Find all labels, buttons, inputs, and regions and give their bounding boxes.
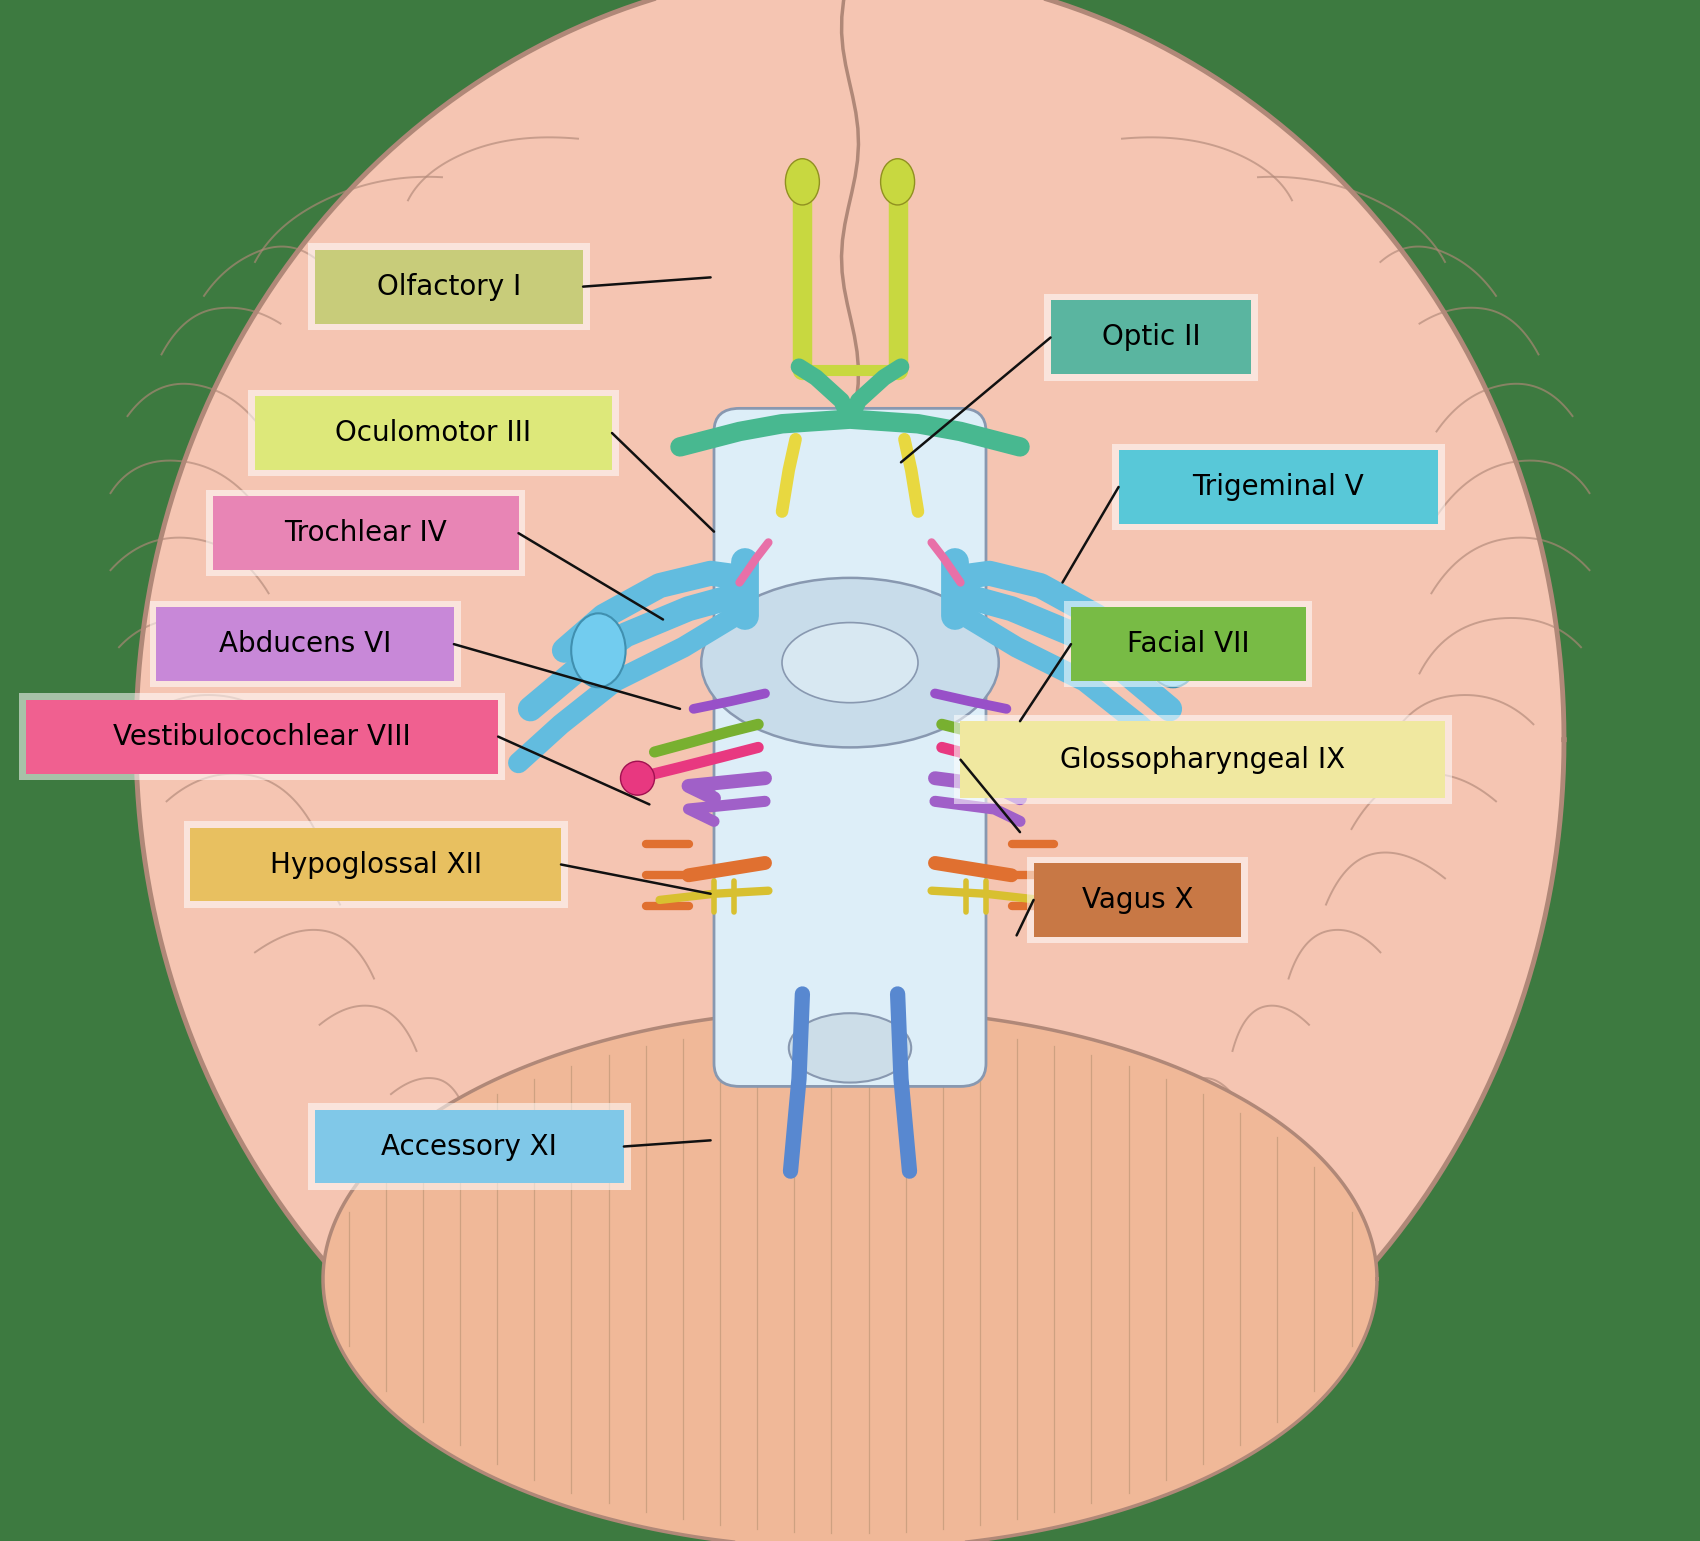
Text: Glossopharyngeal IX: Glossopharyngeal IX — [1061, 746, 1345, 774]
FancyBboxPatch shape — [212, 496, 518, 570]
FancyBboxPatch shape — [190, 828, 561, 901]
Polygon shape — [136, 0, 1564, 1510]
Text: Olfactory I: Olfactory I — [377, 273, 520, 300]
FancyBboxPatch shape — [184, 821, 568, 908]
Ellipse shape — [768, 955, 932, 1048]
FancyBboxPatch shape — [1071, 607, 1306, 681]
Text: Trochlear IV: Trochlear IV — [284, 519, 447, 547]
Ellipse shape — [789, 1014, 911, 1082]
FancyBboxPatch shape — [714, 408, 986, 1086]
FancyBboxPatch shape — [1064, 601, 1312, 687]
FancyBboxPatch shape — [1112, 444, 1445, 530]
FancyBboxPatch shape — [248, 390, 619, 476]
FancyBboxPatch shape — [308, 1103, 631, 1190]
Ellipse shape — [1146, 613, 1200, 687]
FancyBboxPatch shape — [1034, 863, 1241, 937]
Ellipse shape — [571, 613, 626, 687]
Ellipse shape — [782, 623, 918, 703]
FancyBboxPatch shape — [308, 243, 590, 330]
Text: Facial VII: Facial VII — [1127, 630, 1250, 658]
FancyBboxPatch shape — [19, 693, 505, 780]
Ellipse shape — [881, 159, 915, 205]
Text: Accessory XI: Accessory XI — [381, 1133, 558, 1160]
FancyBboxPatch shape — [960, 721, 1445, 798]
FancyBboxPatch shape — [1044, 294, 1258, 381]
FancyBboxPatch shape — [314, 1110, 624, 1183]
Text: Oculomotor III: Oculomotor III — [335, 419, 532, 447]
FancyBboxPatch shape — [1027, 857, 1248, 943]
Text: Abducens VI: Abducens VI — [219, 630, 391, 658]
Text: Trigeminal V: Trigeminal V — [1192, 473, 1365, 501]
FancyBboxPatch shape — [150, 601, 461, 687]
Text: Optic II: Optic II — [1102, 324, 1200, 351]
FancyBboxPatch shape — [954, 715, 1452, 804]
Ellipse shape — [785, 159, 819, 205]
Text: Vagus X: Vagus X — [1081, 886, 1193, 914]
FancyBboxPatch shape — [1119, 450, 1438, 524]
FancyBboxPatch shape — [314, 250, 583, 324]
FancyBboxPatch shape — [255, 396, 612, 470]
FancyBboxPatch shape — [206, 490, 525, 576]
FancyBboxPatch shape — [156, 607, 454, 681]
Ellipse shape — [700, 578, 998, 747]
Ellipse shape — [1046, 761, 1080, 795]
FancyBboxPatch shape — [1051, 300, 1251, 374]
FancyBboxPatch shape — [26, 700, 498, 774]
Ellipse shape — [620, 761, 654, 795]
Text: Hypoglossal XII: Hypoglossal XII — [270, 851, 481, 878]
Polygon shape — [323, 1009, 1377, 1541]
Text: Vestibulocochlear VIII: Vestibulocochlear VIII — [112, 723, 411, 750]
